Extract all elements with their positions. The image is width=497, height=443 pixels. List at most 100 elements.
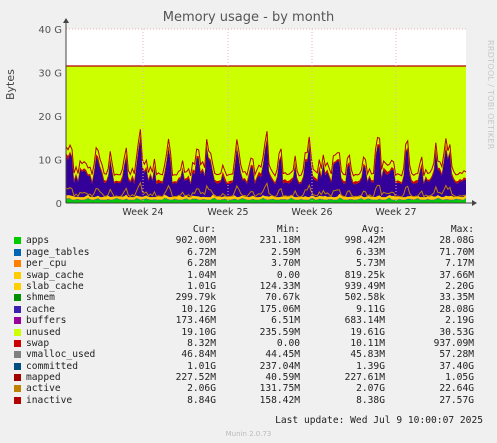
x-axis-arrow (472, 200, 477, 206)
legend-max: 37.40G (439, 360, 474, 372)
chart-title: Memory usage - by month (162, 10, 335, 25)
legend-max: 2.20G (445, 280, 474, 292)
legend-table: Cur: Min: Avg: Max: apps 902.00M 231.18M 99… (14, 224, 488, 406)
legend-swatch (14, 317, 21, 325)
legend-swatch (14, 294, 21, 302)
legend-cur: 10.12G (181, 303, 216, 315)
legend-swatch (14, 339, 21, 347)
series-area (66, 197, 466, 201)
legend-cur: 6.72M (187, 246, 216, 258)
legend-min: 131.75M (259, 383, 300, 395)
legend-cur: 46.84M (181, 349, 216, 361)
legend-max: 57.28M (439, 349, 474, 361)
series-area (66, 137, 466, 198)
legend-name: mapped (26, 372, 61, 384)
legend-min: 0.00 (276, 337, 300, 349)
legend-row-vmalloc-used: vmalloc_used 46.84M 44.45M 45.83M 57.28M (14, 349, 488, 360)
legend-name: unused (26, 326, 61, 338)
legend-max: 30.53G (439, 326, 474, 338)
x-tick-label: Week 27 (375, 207, 416, 215)
x-tick-label: Week 26 (291, 207, 332, 215)
legend-avg: 10.11M (350, 337, 385, 349)
legend-max: 27.57G (439, 394, 474, 406)
legend-swatch (14, 260, 21, 268)
y-tick-label: 0 (56, 199, 62, 210)
legend-name: apps (26, 235, 50, 247)
legend-max: 7.17M (445, 258, 474, 270)
legend-max: 37.66M (439, 269, 474, 281)
legend-cur: 8.84G (187, 394, 216, 406)
legend-row-committed: committed 1.01G 237.04M 1.39G 37.40G (14, 361, 488, 372)
legend-swatch (14, 351, 21, 359)
legend-min: 70.67k (265, 292, 300, 304)
legend-max: 28.08G (439, 303, 474, 315)
legend-row-page-tables: page_tables 6.72M 2.59M 6.33M 71.70M (14, 247, 488, 258)
x-tick-label: Week 24 (122, 207, 163, 215)
legend-max: 937.09M (433, 337, 474, 349)
legend-name: swap_cache (26, 269, 84, 281)
legend-row-mapped: mapped 227.52M 40.59M 227.61M 1.05G (14, 372, 488, 383)
header-avg: Avg: (361, 224, 385, 235)
legend-name: shmem (26, 292, 55, 304)
legend-cur: 8.32M (187, 337, 216, 349)
legend-row-shmem: shmem 299.79k 70.67k 502.58k 33.35M (14, 292, 488, 303)
legend-min: 231.18M (259, 235, 300, 247)
legend-header: Cur: Min: Avg: Max: (14, 224, 488, 235)
legend-avg: 8.38G (356, 394, 385, 406)
header-min: Min: (276, 224, 300, 235)
legend-avg: 2.07G (356, 383, 385, 395)
legend-max: 22.64G (439, 383, 474, 395)
y-tick-label: 10 G (38, 156, 62, 167)
legend-avg: 998.42M (344, 235, 385, 247)
legend-cur: 1.04M (187, 269, 216, 281)
legend-avg: 939.49M (344, 280, 385, 292)
legend-name: inactive (26, 394, 73, 406)
legend-min: 3.70M (271, 258, 300, 270)
legend-cur: 227.52M (175, 372, 216, 384)
legend-min: 0.00 (276, 269, 300, 281)
series-area (66, 198, 466, 203)
legend-min: 175.06M (259, 303, 300, 315)
legend-cur: 902.00M (175, 235, 216, 247)
legend-avg: 819.25k (344, 269, 385, 281)
legend-avg: 45.83M (350, 349, 385, 361)
y-tick-label: 20 G (38, 112, 62, 123)
legend-row-swap-cache: swap_cache 1.04M 0.00 819.25k 37.66M (14, 270, 488, 281)
series-area (66, 197, 466, 200)
legend-row-slab-cache: slab_cache 1.01G 124.33M 939.49M 2.20G (14, 281, 488, 292)
legend-name: active (26, 383, 61, 395)
legend-swatch (14, 374, 21, 382)
legend-swatch (14, 328, 21, 336)
legend-min: 2.59M (271, 246, 300, 258)
legend-avg: 1.39G (356, 360, 385, 372)
legend-swatch (14, 237, 21, 245)
legend-swatch (14, 271, 21, 279)
legend-min: 158.42M (259, 394, 300, 406)
legend-row-swap: swap 8.32M 0.00 10.11M 937.09M (14, 338, 488, 349)
legend-cur: 173.46M (175, 315, 216, 327)
legend-row-cache: cache 10.12G 175.06M 9.11G 28.08G (14, 304, 488, 315)
legend-name: cache (26, 303, 55, 315)
legend-cur: 1.01G (187, 360, 216, 372)
legend-avg: 19.61G (350, 326, 385, 338)
legend-max: 2.19G (445, 315, 474, 327)
rrdtool-credit: RRDTOOL / TOBI OETIKER (486, 40, 495, 150)
legend-min: 124.33M (259, 280, 300, 292)
legend-name: vmalloc_used (26, 349, 96, 361)
legend-swatch (14, 396, 21, 404)
legend-max: 33.35M (439, 292, 474, 304)
last-update: Last update: Wed Jul 9 10:00:07 2025 (275, 415, 483, 426)
legend-max: 1.05G (445, 372, 474, 384)
y-tick-label: 30 G (38, 69, 62, 80)
legend-max: 28.08G (439, 235, 474, 247)
legend-swatch (14, 362, 21, 370)
legend-row-active: active 2.06G 131.75M 2.07G 22.64G (14, 383, 488, 394)
legend-row-inactive: inactive 8.84G 158.42M 8.38G 27.57G (14, 395, 488, 406)
legend-cur: 2.06G (187, 383, 216, 395)
legend-avg: 227.61M (344, 372, 385, 384)
legend-row-apps: apps 902.00M 231.18M 998.42M 28.08G (14, 235, 488, 246)
munin-version: Munin 2.0.73 (225, 430, 272, 438)
legend-name: page_tables (26, 246, 90, 258)
legend-min: 40.59M (265, 372, 300, 384)
legend-swatch (14, 385, 21, 393)
